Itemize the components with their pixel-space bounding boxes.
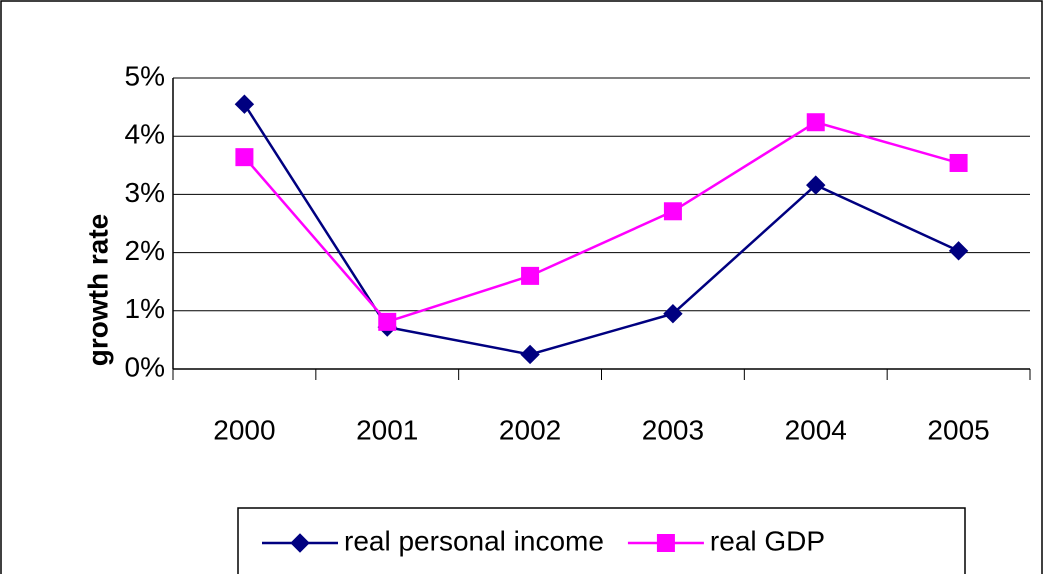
y-tick-label: 0%: [125, 351, 165, 382]
y-axis-label: growth rate: [82, 214, 113, 366]
x-tick-label: 2000: [213, 414, 275, 445]
y-tick-label: 2%: [125, 235, 165, 266]
y-tick-label: 4%: [125, 119, 165, 150]
square-marker: [235, 148, 254, 167]
square-marker: [663, 202, 682, 221]
x-tick-label: 2004: [785, 414, 847, 445]
diamond-marker: [948, 241, 969, 261]
square-marker: [949, 153, 968, 172]
square-marker: [521, 266, 540, 285]
diamond-marker: [234, 94, 255, 114]
x-tick-label: 2003: [642, 414, 704, 445]
diamond-marker: [520, 344, 540, 365]
series-line: [243, 120, 959, 324]
legend-label: real GDP: [710, 525, 825, 556]
x-tick-label: 2005: [927, 414, 989, 445]
legend-label: real personal income: [344, 525, 604, 556]
square-marker: [806, 113, 825, 132]
diamond-marker: [806, 175, 826, 195]
y-tick-label: 1%: [125, 293, 165, 324]
diamond-marker: [290, 533, 310, 553]
square-marker: [656, 534, 675, 552]
square-marker: [378, 312, 397, 331]
y-tick-label: 3%: [125, 177, 165, 208]
x-tick-label: 2002: [499, 414, 561, 445]
diamond-marker: [663, 304, 683, 324]
series-line: [243, 103, 960, 356]
legend-box: [237, 507, 966, 574]
x-tick-label: 2001: [356, 414, 418, 445]
y-tick-label: 5%: [125, 60, 165, 91]
